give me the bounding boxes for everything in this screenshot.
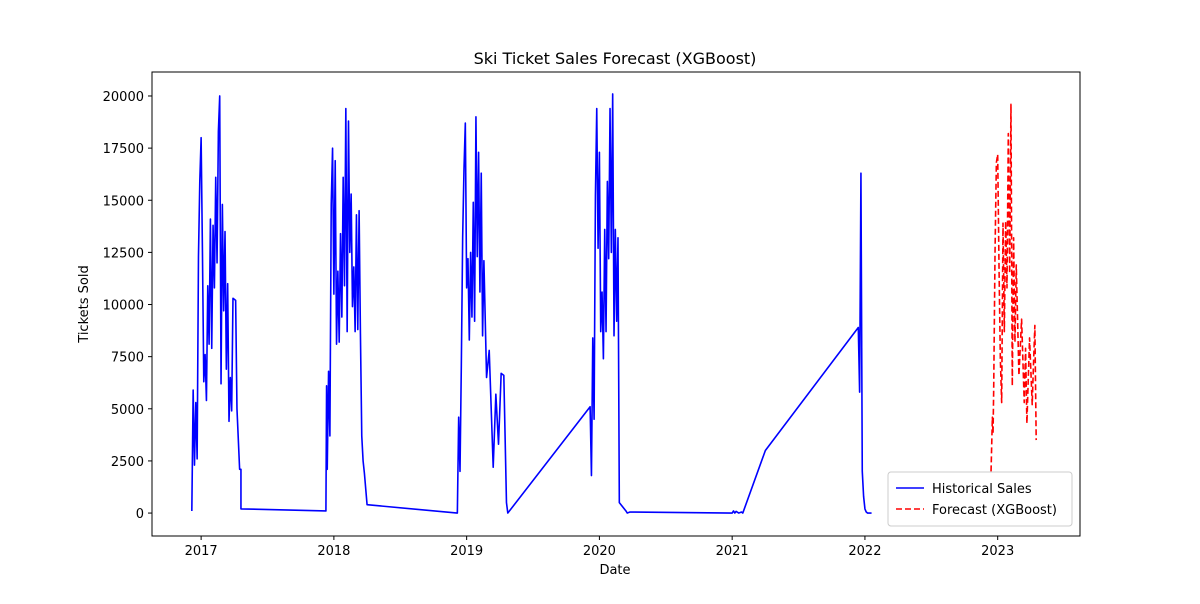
y-tick-label: 7500 <box>111 351 144 366</box>
y-tick-label: 17500 <box>103 142 144 157</box>
y-axis-label: Tickets Sold <box>77 265 92 343</box>
x-axis-label: Date <box>599 563 630 578</box>
chart-title: Ski Ticket Sales Forecast (XGBoost) <box>474 49 757 68</box>
y-tick-label: 2500 <box>111 455 144 470</box>
y-tick-label: 10000 <box>103 299 144 314</box>
x-tick-label: 2020 <box>583 544 616 559</box>
legend-label: Forecast (XGBoost) <box>932 503 1057 518</box>
series-line <box>990 103 1037 472</box>
y-tick-label: 12500 <box>103 246 144 261</box>
x-tick-label: 2021 <box>716 544 749 559</box>
x-tick-label: 2019 <box>450 544 483 559</box>
y-tick-label: 15000 <box>103 194 144 209</box>
y-tick-label: 20000 <box>103 90 144 105</box>
legend-label: Historical Sales <box>932 482 1032 497</box>
x-tick-label: 2022 <box>848 544 881 559</box>
legend-box <box>887 471 1073 527</box>
y-tick-label: 5000 <box>111 403 144 418</box>
legend: Historical Sales Forecast (XGBoost) <box>887 471 1073 527</box>
x-tick-label: 2023 <box>981 544 1014 559</box>
plot-frame <box>151 71 1081 537</box>
series-line <box>191 93 872 514</box>
x-tick-label: 2018 <box>317 544 350 559</box>
y-tick-label: 0 <box>136 507 144 522</box>
x-tick-label: 2017 <box>185 544 218 559</box>
